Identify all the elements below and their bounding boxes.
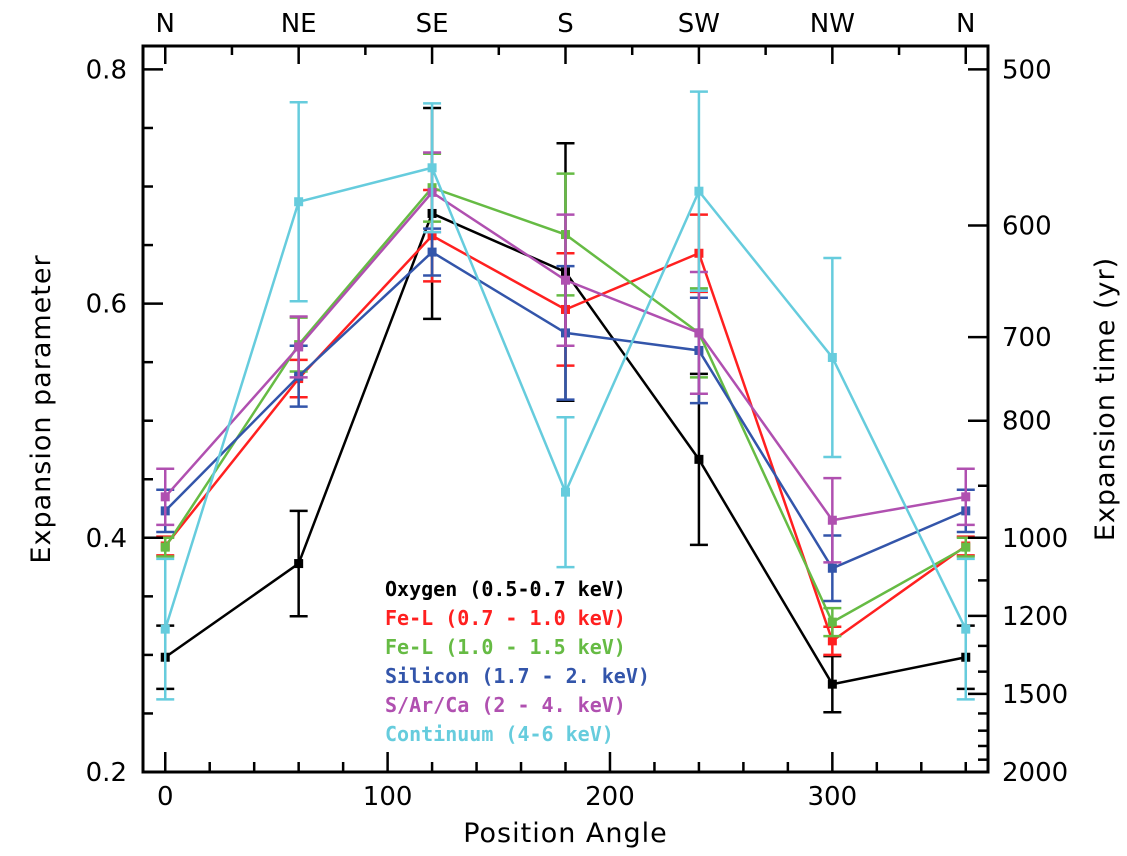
top-tick-label: S <box>557 9 574 39</box>
legend-entry: Fe-L (0.7 - 1.0 keV) <box>385 606 626 630</box>
y-tick-label: 0.4 <box>86 524 127 554</box>
data-point <box>160 624 170 634</box>
y-tick-label: 0.6 <box>86 290 127 320</box>
data-point <box>160 492 170 502</box>
data-point <box>427 163 437 173</box>
data-point <box>561 275 570 285</box>
tick-layer: 0 100 200 300 N NE SE S SW NW N 0.2 0.4 0.6 0.8 500 600 7… <box>86 9 1069 812</box>
right-tick-label: 500 <box>1002 55 1052 85</box>
data-point <box>961 492 971 502</box>
legend: Oxygen (0.5-0.7 keV) Fe-L (0.7 - 1.0 keV)… <box>385 577 650 746</box>
data-point <box>827 515 837 525</box>
x-tick-label: 0 <box>157 782 174 812</box>
y-tick-label: 0.8 <box>86 55 127 85</box>
data-point <box>827 617 837 627</box>
data-point <box>294 342 304 352</box>
data-point <box>294 197 304 207</box>
right-tick-label: 600 <box>1002 212 1052 242</box>
right-tick-label: 1200 <box>1002 602 1068 632</box>
right-tick-label: 700 <box>1002 323 1052 353</box>
x-axis-title: Position Angle <box>463 818 668 849</box>
top-tick-label: NE <box>281 9 317 39</box>
top-tick-label: N <box>156 9 175 39</box>
top-tick-label: N <box>956 9 975 39</box>
data-point <box>160 542 170 552</box>
legend-entry: Fe-L (1.0 - 1.5 keV) <box>385 635 626 659</box>
x-tick-label: 300 <box>808 782 858 812</box>
data-point <box>827 563 837 573</box>
top-tick-label: SW <box>678 9 720 39</box>
data-point <box>961 624 971 634</box>
data-point <box>427 247 437 257</box>
data-point <box>827 679 837 689</box>
legend-entry: Silicon (1.7 - 2. keV) <box>385 664 650 688</box>
legend-entry: Oxygen (0.5-0.7 keV) <box>385 577 626 601</box>
right-tick-label: 1000 <box>1002 524 1068 554</box>
top-tick-label: SE <box>416 9 449 39</box>
data-point <box>561 487 570 497</box>
y-axis-title: Expansion parameter <box>26 254 57 563</box>
series-4 <box>156 151 975 564</box>
y-tick-label: 0.2 <box>86 758 127 788</box>
series-layer <box>156 90 975 714</box>
data-point <box>961 542 971 552</box>
x-tick-label: 100 <box>363 782 413 812</box>
data-point <box>827 352 837 362</box>
data-point <box>827 636 837 646</box>
legend-entry: S/Ar/Ca (2 - 4. keV) <box>385 693 626 717</box>
legend-entry: Continuum (4-6 keV) <box>385 722 614 746</box>
top-tick-label: NW <box>810 9 855 39</box>
right-tick-label: 1500 <box>1002 680 1068 710</box>
right-tick-label: 800 <box>1002 407 1052 437</box>
series-5 <box>156 90 975 701</box>
data-point <box>294 559 304 569</box>
right-tick-label: 2000 <box>1002 758 1068 788</box>
data-point <box>694 328 704 338</box>
right-axis-title: Expansion time (yr) <box>1090 257 1121 541</box>
x-tick-label: 200 <box>585 782 635 812</box>
data-point <box>694 186 704 196</box>
data-point <box>694 454 704 464</box>
